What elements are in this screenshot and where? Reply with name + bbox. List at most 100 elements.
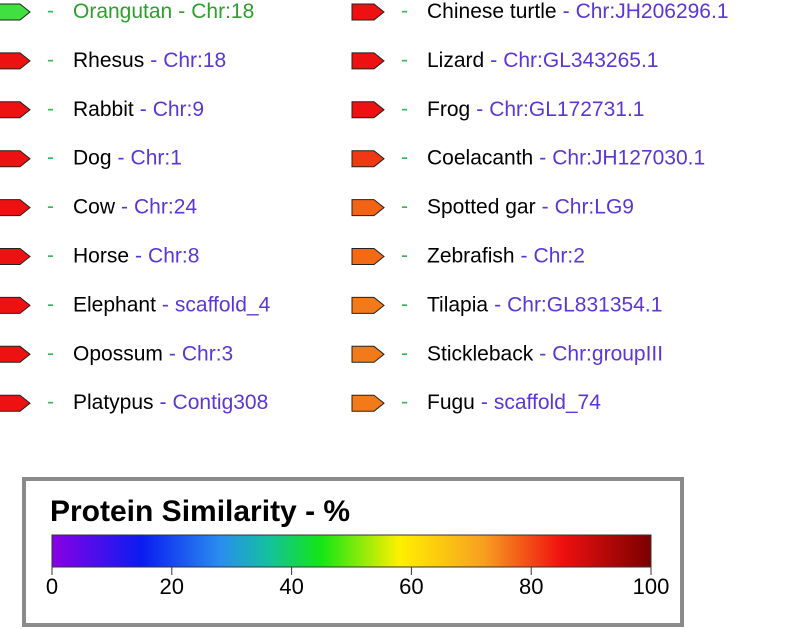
- species-name: Horse: [73, 244, 129, 267]
- separator: -: [47, 293, 54, 316]
- scale-ticks: 0 20 40 60 80 100: [46, 567, 669, 599]
- entry-label: Chinese turtle - Chr:JH206296.1: [427, 0, 729, 23]
- separator: -: [401, 48, 408, 71]
- species-name: Platypus: [73, 391, 154, 414]
- location: Chr:GL172731.1: [489, 97, 644, 120]
- entry-label: Zebrafish - Chr:2: [427, 244, 585, 267]
- location: Chr:18: [163, 48, 226, 71]
- entry: - Cow - Chr:24: [0, 195, 197, 218]
- entry: - Orangutan - Chr:18: [0, 0, 254, 23]
- tick-label: 100: [633, 574, 670, 599]
- species-name: Stickleback: [427, 342, 534, 365]
- entry: - Fugu - scaffold_74: [351, 391, 601, 414]
- entry: - Stickleback - Chr:groupIII: [351, 342, 663, 365]
- separator: -: [401, 342, 408, 365]
- entry: - Elephant - scaffold_4: [0, 293, 271, 316]
- entry: - Dog - Chr:1: [0, 146, 182, 169]
- separator: -: [401, 391, 408, 414]
- tick-label: 40: [279, 574, 303, 599]
- arrow-icon: [0, 296, 31, 314]
- entry-label: Orangutan - Chr:18: [73, 0, 254, 23]
- arrow-icon: [351, 150, 385, 168]
- species-name: Fugu: [427, 391, 475, 414]
- separator: -: [47, 48, 54, 71]
- location: Chr:9: [153, 97, 204, 120]
- species-name: Opossum: [73, 342, 163, 365]
- separator: -: [401, 195, 408, 218]
- tick-label: 20: [160, 574, 184, 599]
- tick-label: 0: [46, 574, 58, 599]
- separator: -: [118, 146, 125, 169]
- separator: -: [178, 0, 185, 23]
- entry: - Opossum - Chr:3: [0, 342, 233, 365]
- location: Chr:1: [131, 146, 182, 169]
- entry-label: Dog - Chr:1: [73, 146, 182, 169]
- entry-label: Horse - Chr:8: [73, 244, 199, 267]
- arrow-icon: [351, 101, 385, 119]
- separator: -: [476, 97, 483, 120]
- separator: -: [47, 195, 54, 218]
- entry-label: Platypus - Contig308: [73, 391, 268, 414]
- separator: -: [47, 97, 54, 120]
- species-name: Dog: [73, 146, 112, 169]
- species-name: Elephant: [73, 293, 156, 316]
- entry-label: Stickleback - Chr:groupIII: [427, 342, 663, 365]
- entry-label: Frog - Chr:GL172731.1: [427, 97, 644, 120]
- arrow-icon: [351, 52, 385, 70]
- location: Chr:GL831354.1: [507, 293, 662, 316]
- separator: -: [47, 244, 54, 267]
- arrow-icon: [0, 394, 31, 412]
- entry-label: Rhesus - Chr:18: [73, 48, 226, 71]
- arrow-icon: [351, 394, 385, 412]
- separator: -: [481, 391, 488, 414]
- arrow-icon: [351, 248, 385, 265]
- location: scaffold_74: [494, 391, 601, 414]
- arrow-icon: [0, 248, 31, 265]
- arrow-icon: [351, 199, 385, 217]
- entry-label: Cow - Chr:24: [73, 195, 197, 218]
- entry-label: Rabbit - Chr:9: [73, 97, 204, 120]
- entry-label: Elephant - scaffold_4: [73, 293, 271, 316]
- species-name: Orangutan: [73, 0, 172, 23]
- separator: -: [563, 0, 570, 23]
- location: Chr:GL343265.1: [503, 48, 658, 71]
- species-name: Cow: [73, 195, 116, 218]
- location: Chr:JH206296.1: [576, 0, 729, 23]
- location: Chr:groupIII: [552, 342, 663, 365]
- separator: -: [494, 293, 501, 316]
- entry-label: Tilapia - Chr:GL831354.1: [427, 293, 662, 316]
- arrow-icon: [0, 52, 31, 70]
- species-name: Frog: [427, 97, 470, 120]
- separator: -: [140, 97, 147, 120]
- location: Chr:8: [148, 244, 199, 267]
- location: Contig308: [173, 391, 269, 414]
- scale-box: [22, 477, 684, 627]
- separator: -: [47, 0, 54, 23]
- entry: - Rhesus - Chr:18: [0, 48, 226, 71]
- separator: -: [121, 195, 128, 218]
- arrow-icon: [0, 199, 31, 217]
- arrow-icon: [0, 3, 31, 21]
- location: Chr:JH127030.1: [552, 146, 705, 169]
- separator: -: [135, 244, 142, 267]
- entry: - Horse - Chr:8: [0, 244, 199, 267]
- location: Chr:LG9: [555, 195, 634, 218]
- entry-label: Spotted gar - Chr:LG9: [427, 195, 634, 218]
- separator: -: [162, 293, 169, 316]
- arrow-icon: [0, 345, 31, 363]
- separator: -: [160, 391, 167, 414]
- location: Chr:2: [534, 244, 585, 267]
- entry: - Spotted gar - Chr:LG9: [351, 195, 634, 218]
- species-name: Coelacanth: [427, 146, 533, 169]
- arrow-icon: [351, 345, 385, 363]
- species-name: Rabbit: [73, 97, 134, 120]
- species-name: Zebrafish: [427, 244, 515, 267]
- separator: -: [401, 146, 408, 169]
- entry: - Frog - Chr:GL172731.1: [351, 97, 644, 120]
- separator: -: [490, 48, 497, 71]
- location: Chr:24: [134, 195, 197, 218]
- entry: - Tilapia - Chr:GL831354.1: [351, 293, 662, 316]
- separator: -: [47, 391, 54, 414]
- tick-label: 80: [519, 574, 543, 599]
